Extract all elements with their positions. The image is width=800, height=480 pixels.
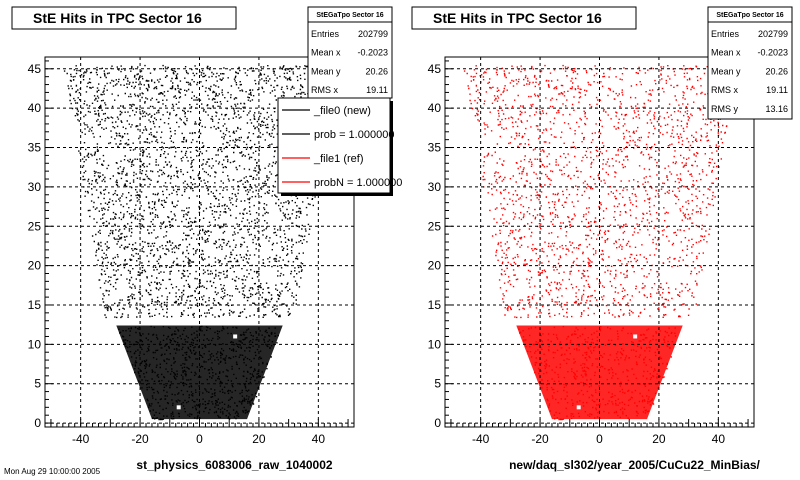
y-tick-label: 0 — [34, 416, 41, 430]
stats-name: StEGaTpo Sector 16 — [316, 12, 383, 19]
x-tick-label: 40 — [312, 432, 326, 446]
stats-value: 202799 — [758, 29, 788, 39]
y-tick-label: 35 — [428, 141, 442, 155]
x-tick-label: 40 — [712, 432, 726, 446]
chart-title: StE Hits in TPC Sector 16 — [33, 10, 202, 26]
data-dense-region — [516, 325, 683, 420]
timestamp-text: Mon Aug 29 10:00:00 2005 — [4, 467, 101, 476]
stats-label: Mean y — [311, 66, 341, 76]
data-hole-9 — [576, 405, 581, 410]
y-tick-label: 0 — [434, 416, 441, 430]
stats-value: 20.26 — [765, 66, 788, 76]
stats-label: Entries — [711, 29, 740, 39]
y-tick-label: 15 — [428, 298, 442, 312]
y-tick-label: 10 — [428, 337, 442, 351]
x-tick-label: 20 — [652, 432, 666, 446]
stats-value: 202799 — [358, 29, 388, 39]
chart-panel-1: StE Hits in TPC Sector 16 -40 -20 0 20 40 0 5 10… — [11, 6, 402, 472]
y-tick-label: 45 — [28, 62, 42, 76]
stats-box: StEGaTpo Sector 16 Entries 202799 Mean x -0.… — [307, 6, 393, 99]
data-hole-10 — [633, 334, 638, 339]
title-box — [11, 6, 237, 30]
stats-box: StEGaTpo Sector 16 Entries 202799 Mean x -0.… — [707, 6, 793, 120]
x-tick-label: -40 — [472, 432, 490, 446]
y-tick-label: 40 — [28, 101, 42, 115]
y-tick-label: 25 — [28, 219, 42, 233]
y-tick-label: 5 — [434, 377, 441, 391]
stats-value: 13.16 — [765, 104, 788, 114]
y-tick-label: 30 — [28, 180, 42, 194]
stats-label: RMS y — [711, 104, 739, 114]
chart-title: StE Hits in TPC Sector 16 — [433, 10, 602, 26]
data-hole-10 — [233, 334, 238, 339]
stats-value: 19.11 — [766, 85, 788, 95]
stats-value: 19.11 — [366, 85, 388, 95]
chart-panel-2: StE Hits in TPC Sector 16 -40 -20 0 20 40 0 5 10… — [411, 6, 793, 472]
x-tick-label: -20 — [131, 432, 149, 446]
x-tick-label: 20 — [252, 432, 266, 446]
y-tick-label: 40 — [428, 101, 442, 115]
stats-value: -0.2023 — [357, 48, 388, 58]
y-tick-label: 5 — [34, 377, 41, 391]
stats-label: Entries — [311, 29, 340, 39]
scatter-points — [63, 64, 335, 421]
legend-entry: _file1 (ref) — [313, 153, 364, 165]
legend: _file0 (new) prob = 1.000000 _file1 (ref) p… — [277, 97, 402, 196]
y-tick-label: 15 — [28, 298, 42, 312]
data-hole-9 — [176, 405, 181, 410]
legend-entry: probN = 1.000000 — [314, 177, 402, 189]
y-tick-label: 10 — [28, 337, 42, 351]
legend-entry: prob = 1.000000 — [314, 129, 394, 141]
y-tick-label: 20 — [28, 259, 42, 273]
y-tick-label: 25 — [428, 219, 442, 233]
stats-value: -0.2023 — [757, 48, 788, 58]
stats-label: RMS x — [711, 85, 739, 95]
scatter-points — [463, 64, 735, 421]
stats-name: StEGaTpo Sector 16 — [716, 12, 783, 19]
stats-label: RMS x — [311, 85, 339, 95]
x-tick-label: -20 — [531, 432, 549, 446]
y-tick-label: 30 — [428, 180, 442, 194]
axes: -40 -20 0 20 40 0 5 10 15 20 25 30 35 40 45 — [428, 60, 749, 446]
x-tick-label: -40 — [72, 432, 90, 446]
x-tick-label: 0 — [196, 432, 203, 446]
y-tick-label: 45 — [428, 62, 442, 76]
legend-frame — [277, 97, 391, 194]
axes: -40 -20 0 20 40 0 5 10 15 20 25 30 35 40 45 — [28, 60, 349, 446]
y-tick-label: 20 — [428, 259, 442, 273]
y-tick-label: 35 — [28, 141, 42, 155]
x-axis-label: st_physics_6083006_raw_1040002 — [136, 458, 332, 472]
stats-label: Mean x — [311, 48, 341, 58]
legend-entry: _file0 (new) — [313, 105, 371, 117]
stats-value: 20.26 — [365, 66, 388, 76]
x-tick-label: 0 — [596, 432, 603, 446]
stats-label: Mean y — [711, 66, 741, 76]
title-box — [411, 6, 637, 30]
stats-frame — [707, 6, 793, 120]
stats-label: Mean x — [711, 48, 741, 58]
x-axis-label: new/daq_sl302/year_2005/CuCu22_MinBias/ — [509, 458, 760, 472]
data-dense-region — [116, 325, 283, 420]
